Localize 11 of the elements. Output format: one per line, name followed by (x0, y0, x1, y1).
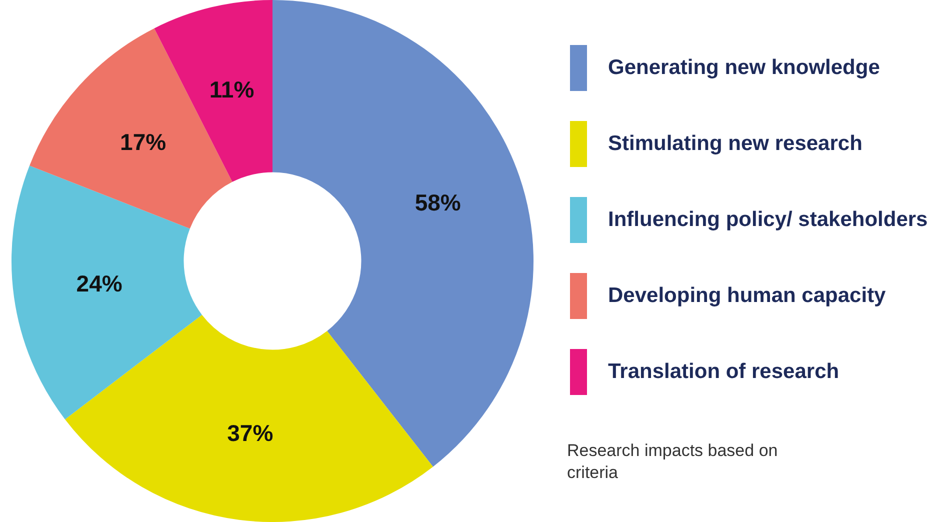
data-label: 24% (76, 270, 122, 297)
legend-label: Influencing policy/ stakeholders (608, 207, 928, 233)
legend-label: Generating new knowledge (608, 55, 880, 81)
legend-label: Translation of research (608, 359, 840, 385)
data-label: 17% (120, 128, 166, 155)
data-label: 11% (209, 76, 254, 102)
data-label: 37% (227, 420, 274, 446)
data-label: 58% (414, 189, 461, 216)
legend-label: Developing human capacity (608, 283, 886, 309)
legend-label: Stimulating new research (608, 131, 862, 157)
text: Research impacts based on criteria (567, 440, 779, 484)
